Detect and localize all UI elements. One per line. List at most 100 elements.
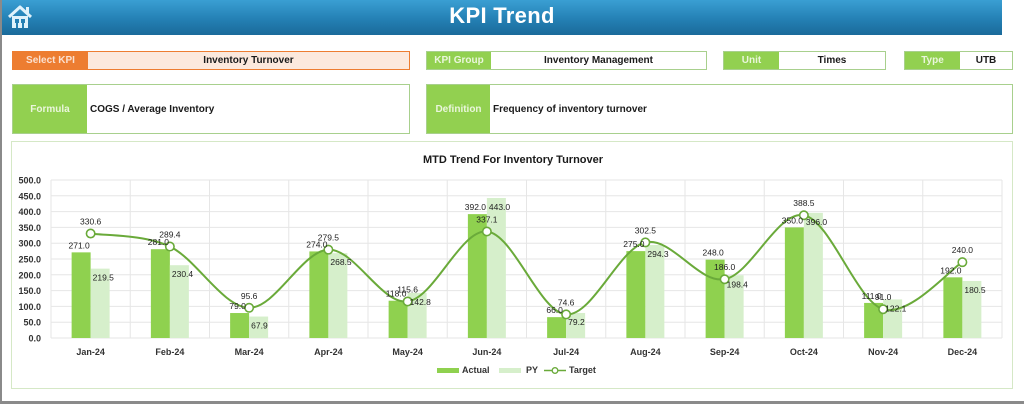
y-tick-label: 100.0 (18, 302, 41, 312)
definition-field: Definition Frequency of inventory turnov… (426, 84, 1013, 134)
definition-label: Definition (427, 85, 490, 133)
x-tick-label: Aug-24 (630, 347, 661, 357)
definition-value: Frequency of inventory turnover (493, 103, 647, 115)
py-data-label: 268.5 (330, 257, 352, 267)
target-marker (85, 228, 96, 239)
x-tick-label: May-24 (392, 347, 423, 357)
py-data-label: 443.0 (489, 202, 511, 212)
actual-bar (626, 251, 646, 338)
target-marker (561, 309, 572, 320)
unit-label: Unit (724, 52, 779, 69)
actual-bar (150, 249, 170, 338)
py-data-label: 294.3 (647, 249, 669, 259)
actual-bar (467, 214, 487, 338)
formula-field: Formula COGS / Average Inventory (12, 84, 410, 134)
target-marker (957, 257, 968, 268)
x-tick-label: Feb-24 (155, 347, 184, 357)
home-icon[interactable] (6, 3, 34, 31)
x-tick-label: Sep-24 (710, 347, 740, 357)
target-data-label: 91.0 (875, 292, 892, 302)
actual-data-label: 281.0 (148, 237, 170, 247)
py-data-label: 396.0 (806, 217, 828, 227)
type-field: Type UTB (904, 51, 1013, 70)
target-data-label: 337.1 (476, 214, 498, 224)
kpi-group-value: Inventory Management (544, 55, 653, 66)
select-kpi-field[interactable]: Select KPI Inventory Turnover (12, 51, 410, 70)
py-bar (645, 245, 665, 338)
target-data-label: 74.6 (558, 297, 575, 307)
type-value: UTB (975, 55, 997, 66)
page-title: KPI Trend (449, 3, 555, 28)
py-bar (803, 212, 823, 338)
x-tick-label: Dec-24 (948, 347, 978, 357)
target-data-label: 240.0 (952, 245, 974, 255)
py-data-label: 67.9 (251, 321, 268, 331)
py-bar (724, 275, 744, 338)
actual-data-label: 275.0 (623, 239, 645, 249)
unit-field: Unit Times (723, 51, 886, 70)
select-kpi-label: Select KPI (13, 52, 88, 69)
target-data-label: 289.4 (159, 230, 181, 240)
y-tick-label: 400.0 (18, 207, 41, 217)
actual-bar (71, 252, 91, 338)
py-data-label: 219.5 (93, 273, 115, 283)
py-bar (169, 265, 189, 338)
y-tick-label: 200.0 (18, 270, 41, 280)
y-tick-label: 50.0 (23, 318, 41, 328)
target-data-label: 279.5 (318, 233, 340, 243)
target-marker (719, 274, 730, 285)
actual-data-label: 79.0 (229, 301, 246, 311)
mtd-trend-chart: MTD Trend For Inventory Turnover 0.0 50.0 1… (18, 154, 1003, 375)
py-bar (90, 268, 110, 338)
actual-data-label: 118.0 (386, 289, 407, 299)
actual-bar (309, 251, 329, 338)
x-tick-label: Jul-24 (553, 347, 579, 357)
actual-bar (547, 317, 567, 338)
target-marker (640, 237, 651, 248)
x-tick-label: Nov-24 (868, 347, 898, 357)
py-bar (407, 292, 427, 338)
actual-bar (864, 302, 884, 338)
target-data-label: 388.5 (793, 198, 815, 208)
x-tick-label: Jan-24 (76, 347, 105, 357)
actual-data-label: 350.0 (782, 215, 804, 225)
x-tick-label: Oct-24 (790, 347, 818, 357)
type-label: Type (905, 52, 960, 69)
actual-data-label: 392.0 (465, 202, 487, 212)
kpi-group-field: KPI Group Inventory Management (426, 51, 707, 70)
target-data-label: 95.6 (241, 291, 258, 301)
kpi-group-label: KPI Group (427, 52, 491, 69)
py-bar (962, 280, 982, 338)
py-data-label: 198.4 (727, 279, 749, 289)
target-marker (164, 241, 175, 252)
target-marker (481, 226, 492, 237)
actual-bar (388, 300, 408, 338)
py-bar (328, 253, 348, 338)
select-kpi-dropdown[interactable]: Inventory Turnover (88, 52, 409, 69)
target-marker (323, 244, 334, 255)
target-data-label: 302.5 (635, 225, 657, 235)
chart-title: MTD Trend For Inventory Turnover (423, 154, 604, 166)
py-bar (566, 312, 586, 338)
actual-data-label: 274.0 (306, 239, 328, 249)
actual-bar (784, 227, 804, 338)
y-tick-label: 0.0 (28, 334, 41, 344)
header-bar: KPI Trend (2, 0, 1002, 35)
y-tick-label: 300.0 (18, 239, 41, 249)
actual-bar (230, 313, 250, 338)
legend-target-label: Target (569, 365, 596, 375)
target-data-label: 186.0 (714, 262, 736, 272)
y-tick-label: 500.0 (18, 176, 41, 186)
actual-data-label: 66.0 (546, 305, 563, 315)
legend-actual-swatch (437, 368, 459, 373)
py-data-label: 122.1 (885, 303, 907, 313)
formula-label: Formula (13, 85, 87, 133)
py-data-label: 230.4 (172, 269, 194, 279)
legend-actual-label: Actual (462, 365, 490, 375)
formula-value: COGS / Average Inventory (90, 103, 215, 115)
actual-data-label: 192.0 (940, 265, 962, 275)
actual-data-label: 271.0 (68, 240, 90, 250)
actual-bar (943, 277, 963, 338)
legend-py-swatch (499, 368, 521, 373)
